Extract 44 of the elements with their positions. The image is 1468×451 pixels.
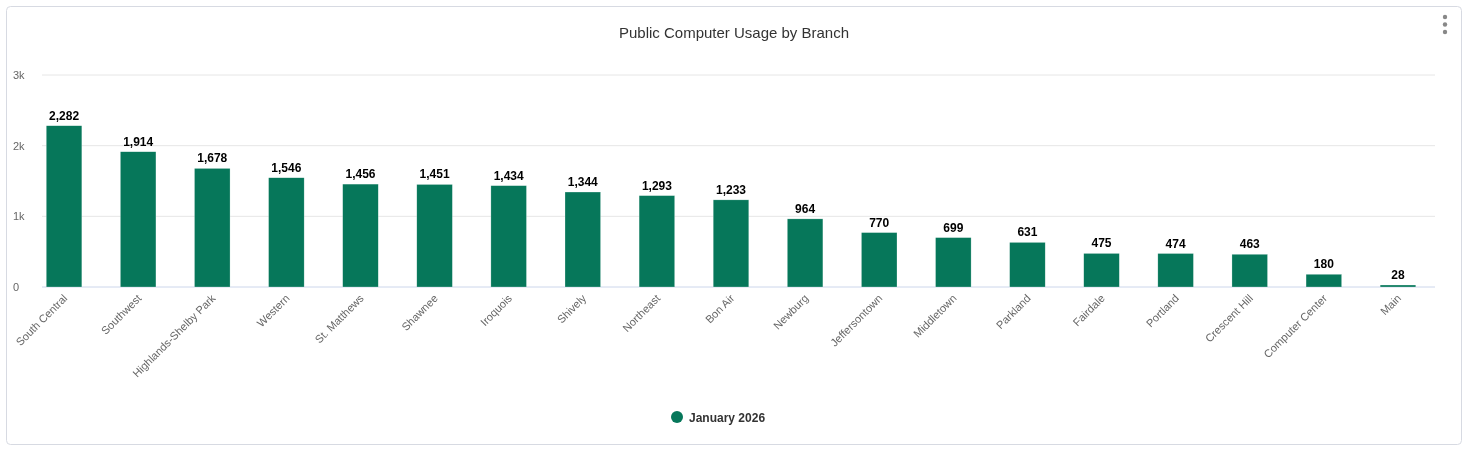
data-label: 631 bbox=[1017, 225, 1038, 240]
data-label: 1,456 bbox=[345, 167, 376, 182]
bar bbox=[342, 183, 379, 288]
data-label: 770 bbox=[869, 215, 890, 230]
bar bbox=[861, 232, 898, 288]
data-label: 699 bbox=[943, 220, 964, 235]
bar bbox=[490, 185, 527, 288]
data-label: 474 bbox=[1165, 236, 1186, 251]
data-label: 1,678 bbox=[197, 151, 228, 166]
bar bbox=[712, 199, 750, 288]
data-label: 1,344 bbox=[567, 175, 599, 190]
x-tick-label: Bon Air bbox=[702, 291, 737, 326]
data-label: 1,451 bbox=[419, 167, 450, 182]
data-label: 28 bbox=[1391, 268, 1405, 283]
bar bbox=[268, 177, 305, 288]
y-tick-label: 1k bbox=[13, 210, 26, 223]
chart-title: Public Computer Usage by Branch bbox=[618, 24, 850, 41]
bar bbox=[564, 191, 601, 288]
data-label: 964 bbox=[795, 201, 816, 216]
bar bbox=[787, 218, 824, 288]
y-tick-label: 3k bbox=[13, 69, 26, 81]
bar bbox=[416, 184, 453, 288]
y-tick-label: 0 bbox=[13, 281, 20, 293]
bar bbox=[1157, 253, 1194, 288]
data-label: 180 bbox=[1313, 257, 1335, 272]
legend-label: January 2026 bbox=[689, 410, 766, 425]
data-label: 1,546 bbox=[271, 160, 302, 175]
data-label: 1,233 bbox=[715, 182, 747, 197]
bar bbox=[1231, 254, 1268, 288]
bar bbox=[1009, 242, 1046, 288]
bar bbox=[935, 237, 972, 288]
data-label: 1,914 bbox=[123, 134, 154, 149]
bar bbox=[638, 195, 675, 288]
data-label: 1,434 bbox=[493, 168, 525, 183]
bar bbox=[1305, 274, 1342, 288]
bar bbox=[46, 125, 83, 288]
bar bbox=[194, 168, 231, 288]
data-label: 475 bbox=[1091, 236, 1112, 251]
bar bbox=[1083, 253, 1120, 288]
data-label: 1,293 bbox=[641, 178, 673, 193]
data-label: 2,282 bbox=[49, 108, 80, 123]
bar bbox=[120, 151, 157, 288]
data-label: 463 bbox=[1239, 237, 1261, 252]
y-tick-label: 2k bbox=[13, 139, 26, 152]
